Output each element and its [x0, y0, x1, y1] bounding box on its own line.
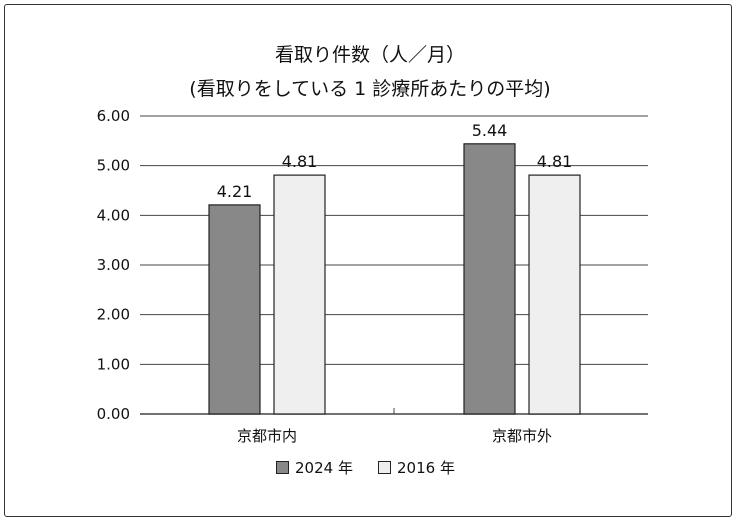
legend-swatch-2024: [276, 461, 289, 474]
data-label: 4.81: [537, 152, 573, 171]
y-tick-label: 5.00: [97, 157, 130, 175]
chart-frame: [4, 4, 732, 517]
legend-label-2024: 2024 年: [295, 459, 353, 477]
y-tick-label: 1.00: [97, 355, 130, 373]
bar: [463, 143, 516, 415]
legend-item-2016: 2016 年: [378, 457, 455, 478]
bar: [273, 174, 326, 415]
chart-title: 看取り件数（人／月）: [274, 44, 465, 66]
data-label: 5.44: [472, 121, 508, 140]
y-tick-label: 6.00: [97, 107, 130, 125]
y-tick-label: 2.00: [97, 306, 130, 324]
x-category-label: 京都市外: [492, 427, 552, 445]
legend-label-2016: 2016 年: [397, 459, 455, 477]
data-label: 4.81: [282, 152, 318, 171]
y-tick-label: 4.00: [97, 206, 130, 224]
legend-item-2024: 2024 年: [276, 457, 353, 478]
bar: [208, 204, 261, 415]
chart-subtitle: (看取りをしている 1 診療所あたりの平均): [189, 78, 551, 100]
legend-swatch-2016: [378, 461, 391, 474]
data-label: 4.21: [217, 182, 253, 201]
y-tick-label: 0.00: [97, 405, 130, 423]
x-category-label: 京都市内: [237, 427, 297, 445]
bar: [528, 174, 581, 415]
y-tick-label: 3.00: [97, 256, 130, 274]
